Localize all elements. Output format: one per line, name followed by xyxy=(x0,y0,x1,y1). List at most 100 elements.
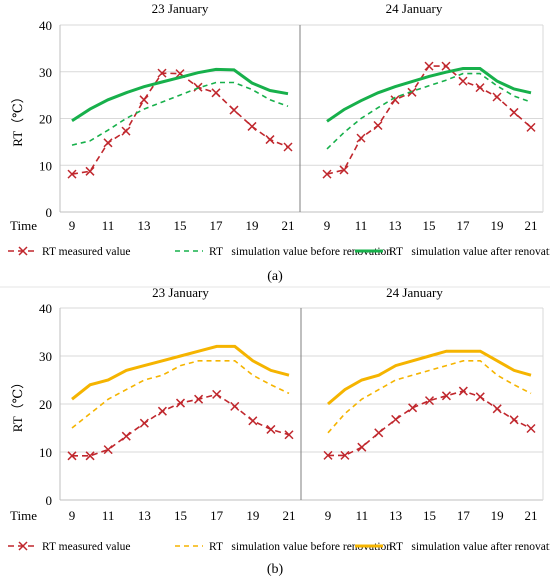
data-point-measured xyxy=(157,68,167,78)
data-point-measured xyxy=(441,61,451,71)
point-mark xyxy=(211,88,221,98)
data-point-measured xyxy=(85,166,95,176)
data-point-measured xyxy=(121,126,131,136)
series-line-before xyxy=(71,359,290,429)
y-tick-label: 0 xyxy=(46,205,53,220)
x-tick-label: 19 xyxy=(491,218,504,233)
panel-label: (a) xyxy=(267,269,283,284)
x-tick-label: 15 xyxy=(423,218,436,233)
legend-item-after: RT simulation value after renovation xyxy=(355,541,550,553)
point-mark xyxy=(424,61,434,71)
data-point-measured xyxy=(139,418,149,428)
point-mark xyxy=(139,95,149,105)
data-point-measured xyxy=(266,424,276,434)
data-point-measured xyxy=(103,138,113,148)
y-axis-label: RT（℃） xyxy=(10,376,25,432)
point-mark xyxy=(157,406,167,416)
point-mark xyxy=(458,386,468,396)
data-point-measured xyxy=(121,431,131,441)
point-mark xyxy=(265,135,275,145)
x-tick-label: 11 xyxy=(356,508,369,523)
legend-label: RT simulation value after renovation xyxy=(389,541,550,553)
data-point-measured xyxy=(391,414,401,424)
x-axis-label: Time xyxy=(10,218,37,233)
point-mark xyxy=(85,451,95,461)
point-mark xyxy=(340,450,350,460)
y-tick-label: 10 xyxy=(39,158,52,173)
point-mark xyxy=(526,122,536,132)
legend-label: RT simulation value before renovation xyxy=(209,541,392,553)
x-tick-label: 9 xyxy=(325,508,332,523)
x-tick-label: 21 xyxy=(282,218,295,233)
data-point-measured xyxy=(424,61,434,71)
data-point-measured xyxy=(85,451,95,461)
point-mark xyxy=(283,142,293,152)
data-point-measured xyxy=(509,415,519,425)
legend-label: RT simulation value before renovation xyxy=(209,246,392,258)
day-title: 24 January xyxy=(386,1,443,16)
data-point-measured xyxy=(194,394,204,404)
data-point-measured xyxy=(526,423,536,434)
data-point-measured xyxy=(230,401,240,411)
x-tick-label: 11 xyxy=(102,508,115,523)
x-tick-label: 15 xyxy=(174,218,187,233)
point-mark xyxy=(284,430,294,440)
x-tick-label: 11 xyxy=(102,218,115,233)
series-line-after xyxy=(71,344,290,401)
x-tick-label: 15 xyxy=(423,508,436,523)
x-tick-label: 17 xyxy=(457,508,471,523)
point-mark xyxy=(339,165,349,175)
x-tick-label: 13 xyxy=(389,218,402,233)
y-tick-label: 20 xyxy=(39,112,52,127)
data-point-measured xyxy=(175,398,186,408)
data-point-measured xyxy=(67,451,77,461)
point-mark xyxy=(441,61,451,71)
data-point-measured xyxy=(509,107,519,117)
data-point-measured xyxy=(103,445,113,455)
point-mark xyxy=(248,416,258,426)
data-point-measured xyxy=(229,105,239,115)
point-mark xyxy=(247,121,257,131)
point-mark xyxy=(374,428,384,438)
data-point-measured xyxy=(475,83,485,93)
data-point-measured xyxy=(248,416,258,426)
y-tick-label: 30 xyxy=(39,349,52,364)
x-tick-label: 9 xyxy=(69,218,76,233)
series-line-after xyxy=(71,67,289,123)
y-tick-label: 10 xyxy=(39,445,52,460)
point-mark xyxy=(67,451,77,461)
data-point-measured xyxy=(526,122,536,132)
legend-label: RT measured value xyxy=(42,541,131,553)
series-line-before xyxy=(71,81,289,146)
point-mark xyxy=(322,169,332,179)
data-point-measured xyxy=(265,135,275,145)
point-mark xyxy=(85,166,95,176)
x-axis-label: Time xyxy=(10,508,37,523)
point-mark xyxy=(424,396,435,406)
x-tick-label: 13 xyxy=(138,218,151,233)
point-mark xyxy=(323,450,333,460)
x-tick-label: 9 xyxy=(69,508,76,523)
legend-marker xyxy=(18,246,28,256)
data-point-measured xyxy=(492,404,502,414)
x-tick-label: 21 xyxy=(525,218,538,233)
data-point-measured xyxy=(441,391,451,401)
y-tick-label: 40 xyxy=(39,301,52,316)
data-point-measured xyxy=(139,95,149,105)
point-mark xyxy=(175,69,185,79)
y-tick-label: 40 xyxy=(39,18,52,33)
data-point-measured xyxy=(475,392,485,402)
x-tick-label: 21 xyxy=(283,508,296,523)
x-tick-label: 9 xyxy=(324,218,331,233)
y-tick-label: 30 xyxy=(39,65,52,80)
point-mark xyxy=(390,95,400,105)
data-point-measured xyxy=(284,430,294,440)
point-mark xyxy=(357,442,367,452)
point-mark xyxy=(121,126,131,136)
point-mark xyxy=(175,398,186,408)
x-tick-label: 17 xyxy=(210,508,224,523)
legend-label: RT simulation value after renovation xyxy=(389,246,550,258)
point-mark xyxy=(407,87,417,97)
data-point-measured xyxy=(424,396,435,406)
